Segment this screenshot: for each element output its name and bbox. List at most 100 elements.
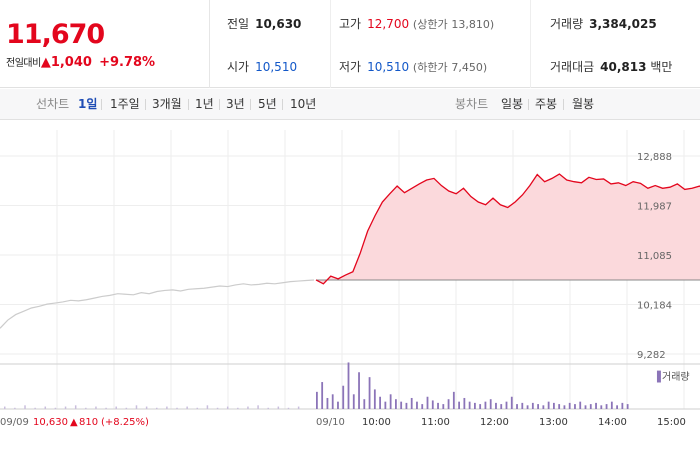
volume-bar	[156, 407, 158, 409]
tab-1-day[interactable]: 1일	[78, 97, 98, 111]
volume-bar	[510, 396, 513, 409]
upper-limit-label: (상한가	[412, 18, 448, 31]
x-tick-label: 14:00	[598, 417, 627, 428]
volume-bar	[186, 406, 188, 409]
footer-prev-close: 10,630	[33, 417, 68, 428]
lower-limit-label: (하한가	[412, 61, 448, 74]
volume-bar	[516, 404, 518, 409]
volume-bar	[247, 406, 249, 409]
low-label: 저가	[339, 60, 362, 74]
volume-bar	[373, 389, 376, 409]
high-value: 12,700	[367, 17, 410, 31]
volume-bar	[500, 404, 503, 409]
tab-10-years[interactable]: 10년	[290, 97, 317, 111]
high-stat: 고가 12,700 (상한가 13,810)	[339, 16, 494, 33]
today-price-line	[315, 173, 700, 285]
prev-close-label: 전일	[227, 17, 250, 31]
volume-bar	[337, 401, 339, 409]
volume-bar	[431, 400, 434, 409]
x-tick-label: 15:00	[657, 417, 686, 428]
volume-legend: 거래량	[662, 371, 690, 383]
volume-bar	[95, 406, 97, 409]
change-row: 전일대비▲1,040 +9.78%	[6, 55, 155, 72]
x-tick-label: 10:00	[362, 417, 391, 428]
volume-bar	[584, 405, 587, 409]
volume-bar	[316, 391, 318, 409]
footer-prev-date: 09/09	[0, 417, 29, 428]
y-tick-label: 10,184	[637, 301, 672, 312]
tab-daily-candle[interactable]: 일봉	[501, 97, 524, 111]
volume-bar	[505, 401, 508, 409]
volume-bar	[589, 404, 592, 409]
volume-bar	[474, 402, 476, 409]
tab-divider	[188, 99, 189, 110]
volume-bar	[85, 407, 87, 409]
volume-bar	[468, 401, 471, 409]
volume-bar	[64, 406, 67, 409]
volume-bar	[542, 405, 545, 409]
tab-1-week[interactable]: 1주일	[110, 97, 140, 111]
volume-bar	[621, 402, 624, 409]
line-chart-label: 선차트	[36, 97, 70, 111]
trade-value-unit: 백만	[650, 60, 673, 74]
y-tick-label: 9,282	[637, 350, 666, 361]
volume-bar	[489, 399, 492, 409]
volume-bar	[176, 407, 178, 409]
trade-value-value: 40,813	[600, 60, 647, 74]
volume-bar	[526, 405, 529, 409]
volume-bar	[347, 362, 350, 409]
volume-bar	[216, 407, 219, 409]
volume-bar	[616, 405, 618, 409]
y-tick-label: 11,085	[637, 251, 672, 262]
volume-bar	[166, 406, 168, 409]
volume-bar	[267, 407, 269, 409]
prev-day-price-line	[0, 279, 315, 329]
volume-bar	[74, 405, 77, 409]
volume-bar	[626, 404, 629, 409]
volume-legend-swatch: ▌	[656, 370, 665, 383]
chart-period-tabs: 선차트 1일 1주일 3개월 1년 3년 5년 10년 봉차트 일봉 주봉 월봉	[0, 89, 700, 120]
lower-limit-value: 7,450)	[451, 61, 488, 74]
trade-value-stat: 거래대금 40,813 백만	[550, 59, 672, 75]
footer-prev-change-pct: (+8.25%)	[101, 417, 149, 428]
volume-bar	[352, 394, 355, 409]
volume-bar	[558, 404, 561, 409]
tab-3-months[interactable]: 3개월	[152, 97, 182, 111]
volume-bar	[379, 396, 381, 409]
volume-bar	[484, 401, 487, 409]
volume-bar	[4, 406, 6, 409]
prev-close-stat: 전일 10,630	[227, 16, 301, 32]
volume-bar	[257, 405, 259, 409]
tab-divider	[563, 99, 564, 110]
volume-bar	[237, 407, 239, 409]
volume-bar	[135, 405, 138, 409]
volume-bar	[595, 402, 597, 409]
change-label: 전일대비	[6, 58, 41, 69]
volume-bar	[531, 402, 534, 409]
volume-bar	[384, 401, 387, 409]
volume-bar	[553, 402, 555, 409]
upper-limit-value: 13,810)	[451, 18, 495, 31]
volume-bar	[297, 406, 300, 409]
tab-weekly-candle[interactable]: 주봉	[535, 97, 558, 111]
volume-bar	[563, 405, 566, 409]
volume-bar	[458, 401, 460, 409]
volume-bar	[368, 377, 371, 409]
volume-bar	[521, 402, 524, 409]
volume-bar	[24, 405, 26, 409]
volume-bar	[395, 399, 397, 409]
open-stat: 시가 10,510	[227, 59, 297, 75]
tab-monthly-candle[interactable]: 월봉	[572, 97, 595, 111]
tab-3-years[interactable]: 3년	[226, 97, 245, 111]
tab-5-years[interactable]: 5년	[258, 97, 277, 111]
volume-bar	[400, 401, 403, 409]
y-tick-label: 12,888	[637, 152, 672, 163]
volume-bar	[495, 402, 497, 409]
current-price: 11,670	[6, 19, 105, 50]
volume-bar	[115, 406, 117, 409]
tab-1-year[interactable]: 1년	[195, 97, 214, 111]
tab-divider	[250, 99, 251, 110]
low-stat: 저가 10,510 (하한가 7,450)	[339, 59, 487, 76]
tab-divider	[101, 99, 102, 110]
volume-bar	[363, 399, 366, 409]
